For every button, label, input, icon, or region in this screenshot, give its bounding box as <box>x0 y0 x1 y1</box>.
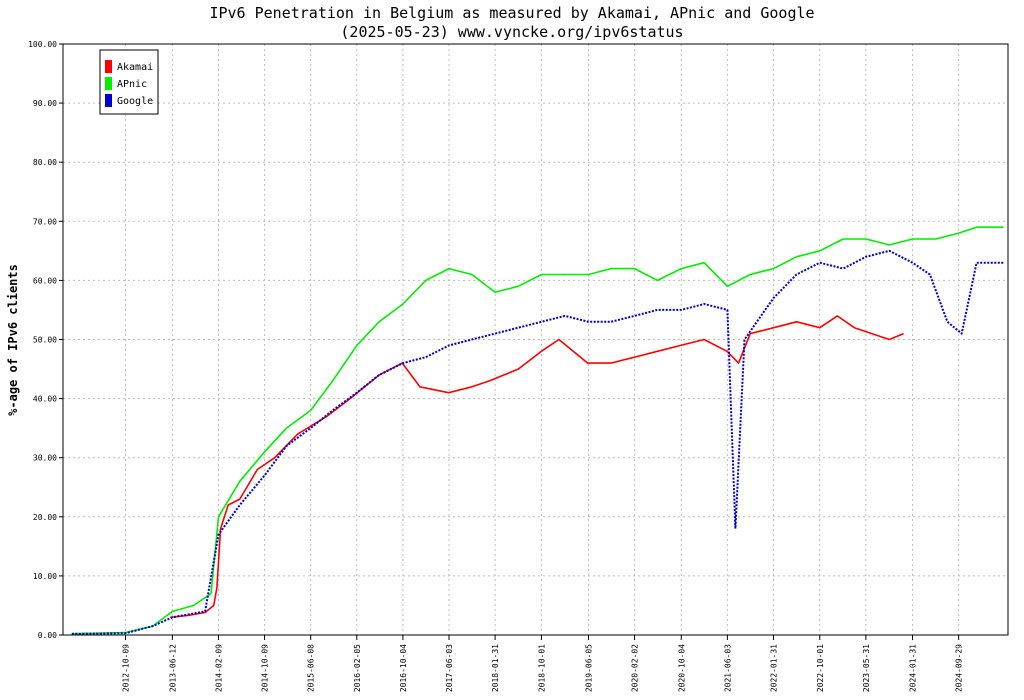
y-tick-label: 20.00 <box>33 513 57 522</box>
x-tick-label: 2024-01-31 <box>909 644 918 692</box>
legend-swatch-akamai <box>105 60 112 73</box>
y-tick-label: 60.00 <box>33 276 57 285</box>
x-tick-label: 2020-10-04 <box>677 644 686 692</box>
x-tick-label: 2013-06-12 <box>168 644 177 692</box>
plot-frame <box>62 43 1009 636</box>
series-line-akamai <box>170 315 904 619</box>
x-tick-label: 2016-02-05 <box>353 644 362 692</box>
legend-label-apnic: APnic <box>117 79 147 90</box>
x-tick-label: 2018-01-31 <box>491 644 500 692</box>
legend-label-google: Google <box>117 96 153 107</box>
x-tick-label: 2023-05-31 <box>862 644 871 692</box>
series-line-google <box>71 249 1004 635</box>
y-tick-label: 80.00 <box>33 158 57 167</box>
x-tick-label: 2024-09-29 <box>955 644 964 692</box>
y-tick-label: 40.00 <box>33 395 57 404</box>
chart-subtitle: (2025-05-23) www.vyncke.org/ipv6status <box>340 23 683 41</box>
x-tick-label: 2018-10-01 <box>537 644 546 692</box>
y-tick-label: 100.00 <box>28 40 57 49</box>
legend: Akamai APnic Google <box>99 49 159 115</box>
x-tick-label: 2012-10-09 <box>121 644 130 692</box>
legend-swatch-apnic <box>105 77 112 90</box>
x-tick-label: 2020-02-02 <box>631 644 640 692</box>
axes: 0.00 10.00 20.00 30.00 40.00 50.00 60.00 70.00 8… <box>28 40 1009 692</box>
x-tick-label: 2014-10-09 <box>261 644 270 692</box>
y-tick-label: 0.00 <box>38 631 57 640</box>
x-tick-label: 2019-06-05 <box>584 644 593 692</box>
grid <box>63 43 1008 635</box>
y-tick-label: 10.00 <box>33 572 57 581</box>
x-tick-label: 2015-06-08 <box>307 644 316 692</box>
x-tick-label: 2021-06-03 <box>723 644 732 692</box>
series-line-apnic <box>71 226 1004 635</box>
y-tick-label: 50.00 <box>33 336 57 345</box>
x-tick-label: 2022-10-01 <box>816 644 825 692</box>
x-tick-label: 2016-10-04 <box>399 644 408 692</box>
y-tick-label: 90.00 <box>33 99 57 108</box>
chart-title: IPv6 Penetration in Belgium as measured … <box>209 4 814 22</box>
legend-swatch-google <box>105 94 112 107</box>
y-axis-label: %-age of IPv6 clients <box>6 264 20 416</box>
x-tick-label: 2022-01-31 <box>769 644 778 692</box>
y-tick-label: 30.00 <box>33 454 57 463</box>
y-tick-label: 70.00 <box>33 217 57 226</box>
x-tick-label: 2014-02-09 <box>214 644 223 692</box>
x-tick-label: 2017-06-03 <box>445 644 454 692</box>
series-group <box>71 226 1004 635</box>
legend-label-akamai: Akamai <box>117 62 153 73</box>
